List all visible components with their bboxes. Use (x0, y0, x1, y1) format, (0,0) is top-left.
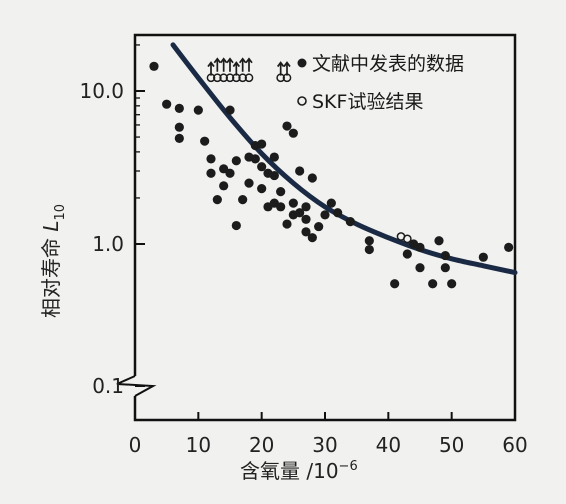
data-point-filled (314, 221, 324, 232)
data-point-filled (225, 105, 235, 115)
data-point-filled (282, 219, 292, 229)
data-point-filled (231, 156, 241, 166)
data-point-filled (301, 227, 311, 237)
data-point-filled (206, 154, 216, 164)
data-point-filled (307, 233, 317, 243)
legend-open-circle-marker (297, 96, 307, 106)
data-point-filled (415, 242, 425, 253)
data-point-arrow (219, 57, 228, 72)
x-axis-ticks: 0 10 20 30 40 50 60 (129, 412, 528, 457)
data-point-filled (174, 133, 184, 143)
data-point-filled (440, 250, 450, 261)
data-point-arrow (245, 57, 253, 72)
data-point-open (225, 73, 235, 83)
data-point-filled (301, 214, 311, 224)
x-axis-label-text: 含氧量 /10 (240, 459, 339, 483)
data-point-filled (402, 249, 412, 259)
data-point-filled (219, 181, 229, 191)
x-axis-label: 含氧量 /10−6 (240, 459, 358, 483)
y-axis-label-variable: L (39, 220, 63, 231)
data-point-filled (269, 170, 279, 181)
data-point-filled (206, 168, 216, 178)
data-point-arrow (232, 61, 241, 76)
legend-literature-label: 文献中发表的数据 (312, 53, 464, 75)
data-point-filled (447, 279, 457, 289)
y-tick-label: 1.0 (92, 232, 124, 256)
x-tick-label: 20 (249, 433, 274, 457)
data-point-filled (257, 139, 267, 149)
data-point-filled (269, 152, 279, 162)
x-tick-label: 60 (502, 433, 527, 457)
legend: 文献中发表的数据 SKF试验结果 (297, 53, 464, 113)
y-tick-label: 10.0 (79, 79, 124, 103)
x-tick-label: 10 (186, 433, 211, 457)
data-points (149, 57, 514, 289)
y-axis-label-text: 相对寿命 (39, 232, 63, 318)
data-point-filled (504, 242, 514, 253)
data-point-filled (478, 252, 488, 262)
fit-curve (170, 42, 518, 276)
data-point-filled (364, 244, 374, 255)
data-point-filled (212, 195, 222, 205)
data-point-filled (257, 162, 267, 172)
data-point-filled (276, 187, 286, 197)
x-tick-label: 40 (376, 433, 401, 457)
x-tick-label: 0 (129, 433, 142, 457)
data-point-filled (174, 122, 184, 132)
data-point-filled (333, 208, 343, 218)
data-point-open (238, 73, 248, 83)
data-point-filled (440, 263, 450, 273)
data-point-arrow (276, 61, 285, 76)
data-point-filled (244, 178, 254, 188)
data-point-open (402, 234, 412, 244)
data-point-filled (200, 136, 210, 146)
data-point-filled (428, 279, 438, 289)
data-point-filled (282, 121, 292, 131)
data-point-filled (415, 263, 425, 273)
data-point-filled (434, 236, 444, 246)
data-point-filled (257, 184, 267, 194)
data-point-filled (174, 103, 184, 113)
data-point-filled (320, 210, 330, 220)
data-point-filled (231, 220, 241, 231)
data-point-filled (295, 208, 305, 218)
data-point-filled (288, 198, 298, 208)
data-point-filled (288, 128, 298, 138)
data-point-open (219, 73, 229, 83)
data-point-filled (162, 99, 172, 109)
data-point-filled (364, 236, 374, 246)
data-point-arrow (207, 61, 215, 76)
y-tick-label: 0.1 (92, 374, 124, 398)
data-point-arrow (213, 57, 222, 72)
data-point-filled (345, 217, 355, 227)
data-point-filled (193, 105, 203, 115)
x-tick-label: 30 (312, 433, 337, 457)
data-point-filled (295, 166, 305, 176)
x-axis-label-exponent: −6 (339, 459, 358, 474)
y-axis-label-subscript: 10 (53, 204, 68, 221)
data-point-open (212, 73, 222, 83)
data-point-filled (326, 198, 336, 208)
data-point-filled (276, 202, 286, 212)
data-point-filled (149, 61, 159, 71)
x-tick-label: 50 (439, 433, 464, 457)
y-axis-ticks: 0.1 1.0 10.0 (79, 44, 145, 398)
data-point-filled (390, 279, 400, 289)
data-point-arrow (238, 57, 247, 72)
data-point-arrow (283, 61, 291, 76)
y-axis-label: 相对寿命 L10 (39, 204, 68, 318)
data-point-filled (307, 173, 317, 183)
data-point-arrow (226, 57, 234, 72)
data-point-filled (301, 202, 311, 212)
data-point-filled (250, 154, 260, 164)
data-point-filled (225, 168, 235, 178)
data-point-filled (238, 195, 248, 205)
legend-filled-circle-marker (297, 58, 307, 68)
data-point-open (244, 73, 254, 83)
legend-skf-label: SKF试验结果 (312, 91, 423, 113)
